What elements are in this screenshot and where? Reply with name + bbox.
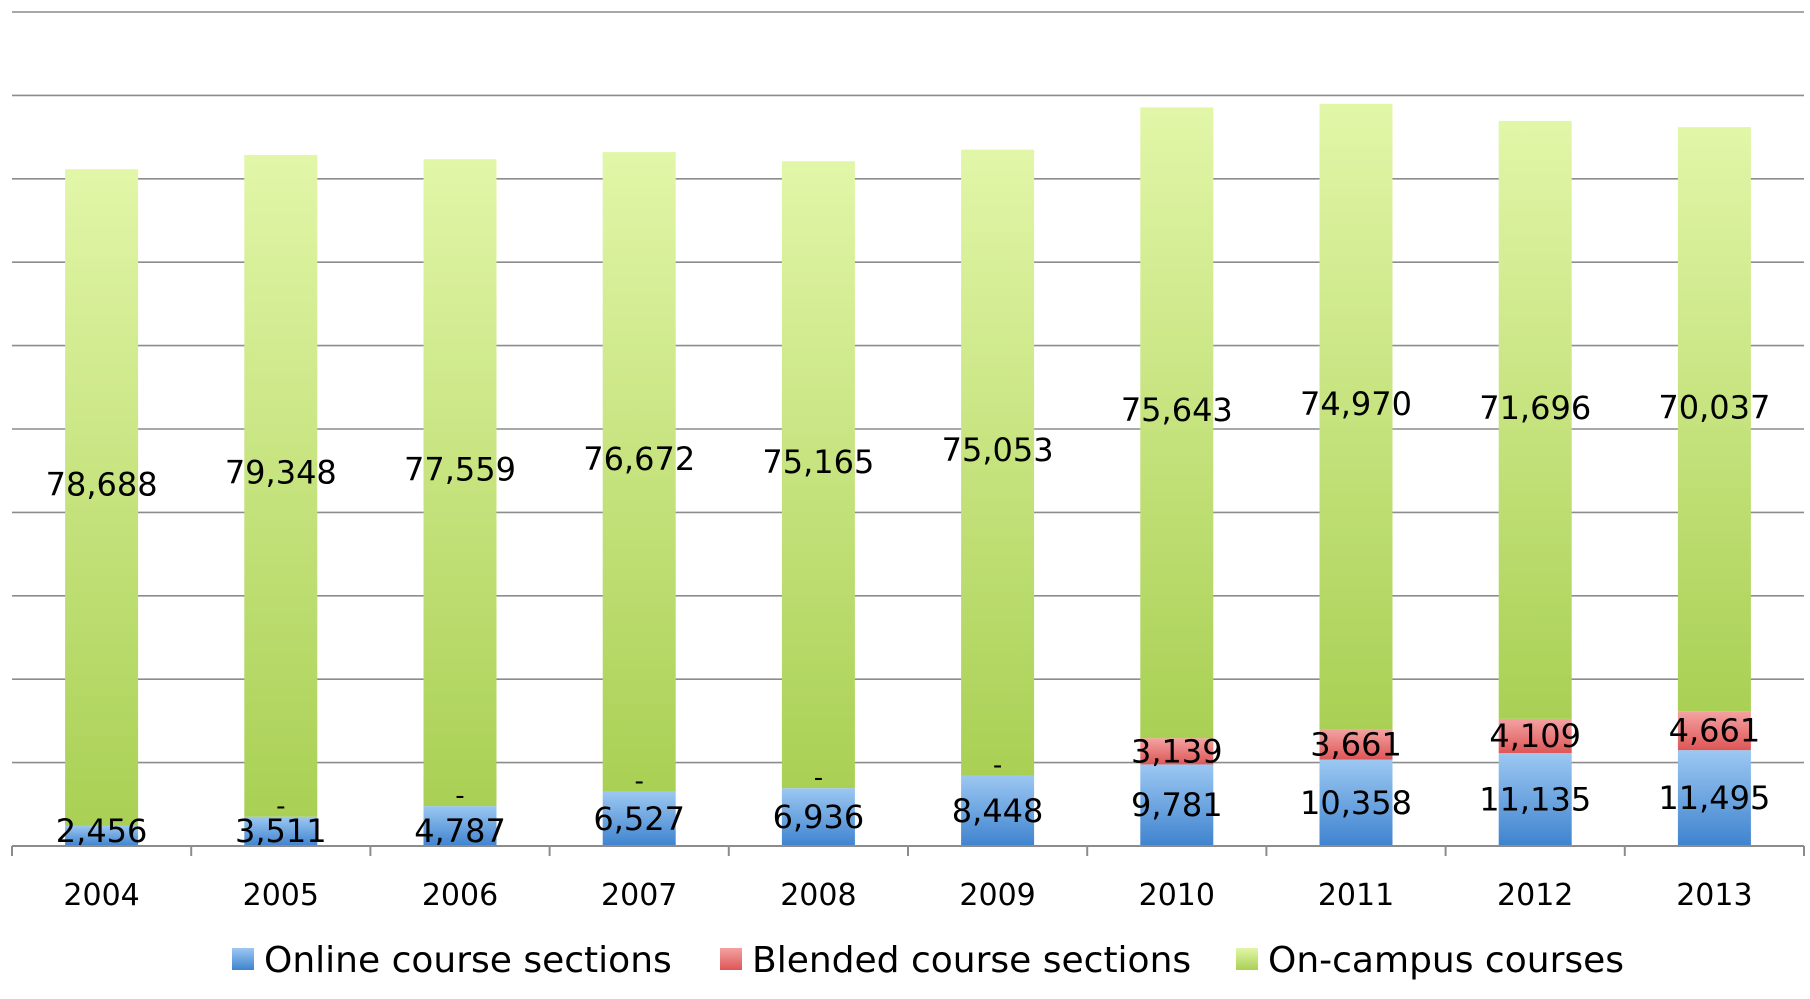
data-labels: 2,45678,6883,511-79,3484,787-77,5596,527… <box>46 385 1771 850</box>
data-label-online-course-sections-2013: 11,495 <box>1658 779 1770 817</box>
x-tick-label: 2012 <box>1497 878 1573 913</box>
bar-blended-course-sections-2013 <box>1677 711 1751 751</box>
data-label-blended-course-sections-2010: 3,139 <box>1131 732 1223 770</box>
bar-blended-course-sections-2011 <box>1319 729 1393 760</box>
bar-on-campus-courses-2011 <box>1319 103 1393 730</box>
data-label-blended-course-sections-2009: - <box>993 751 1002 781</box>
data-label-blended-course-sections-2005: - <box>276 792 285 822</box>
data-label-on-campus-courses-2005: 79,348 <box>225 454 337 492</box>
data-label-on-campus-courses-2010: 75,643 <box>1121 391 1233 429</box>
legend-swatch <box>1236 948 1258 970</box>
data-label-blended-course-sections-2007: - <box>635 767 644 797</box>
data-label-on-campus-courses-2004: 78,688 <box>46 465 158 503</box>
legend-swatch <box>720 948 742 970</box>
data-label-on-campus-courses-2011: 74,970 <box>1300 385 1412 423</box>
bar-online-course-sections-2012 <box>1498 753 1572 846</box>
x-axis: 2004 2005 2006 2007 2008 2009 2010 2011 2012 2013 <box>11 845 1805 913</box>
data-label-online-course-sections-2004: 2,456 <box>56 812 148 850</box>
x-tick-label: 2011 <box>1318 878 1394 913</box>
data-label-blended-course-sections-2006: - <box>455 781 464 811</box>
x-tick-label: 2010 <box>1139 878 1215 913</box>
bar-blended-course-sections-2012 <box>1498 718 1572 754</box>
bar-on-campus-courses-2013 <box>1677 127 1751 712</box>
legend: Online course sections Blended course sec… <box>232 940 1624 981</box>
data-label-blended-course-sections-2012: 4,109 <box>1489 717 1581 755</box>
data-label-online-course-sections-2008: 6,936 <box>773 798 865 836</box>
bar-on-campus-courses-2006 <box>423 159 497 807</box>
bars <box>65 103 1751 846</box>
data-label-online-course-sections-2011: 10,358 <box>1300 784 1412 822</box>
bar-online-course-sections-2008 <box>781 788 855 846</box>
bar-on-campus-courses-2004 <box>65 169 139 826</box>
legend-item-blended-course-sections: Blended course sections <box>720 940 1191 981</box>
data-label-blended-course-sections-2013: 4,661 <box>1669 712 1761 750</box>
bar-online-course-sections-2005 <box>244 816 318 846</box>
data-label-online-course-sections-2012: 11,135 <box>1479 781 1591 819</box>
data-label-on-campus-courses-2013: 70,037 <box>1658 389 1770 427</box>
data-label-online-course-sections-2005: 3,511 <box>235 812 327 850</box>
data-label-blended-course-sections-2011: 3,661 <box>1310 725 1402 763</box>
bar-on-campus-courses-2007 <box>602 152 676 792</box>
x-tick-label: 2004 <box>63 878 139 913</box>
bar-on-campus-courses-2012 <box>1498 120 1572 719</box>
data-label-blended-course-sections-2008: - <box>814 763 823 793</box>
bar-online-course-sections-2004 <box>65 825 139 846</box>
bar-online-course-sections-2010 <box>1140 764 1214 846</box>
bar-on-campus-courses-2005 <box>244 154 318 817</box>
x-tick-label: 2009 <box>959 878 1035 913</box>
bar-blended-course-sections-2010 <box>1140 738 1214 765</box>
data-label-on-campus-courses-2012: 71,696 <box>1479 389 1591 427</box>
bar-on-campus-courses-2008 <box>781 161 855 789</box>
data-label-online-course-sections-2006: 4,787 <box>414 812 506 850</box>
bar-on-campus-courses-2009 <box>961 149 1035 776</box>
data-label-online-course-sections-2010: 9,781 <box>1131 786 1223 824</box>
data-label-on-campus-courses-2006: 77,559 <box>404 451 516 489</box>
data-label-online-course-sections-2009: 8,448 <box>952 792 1044 830</box>
legend-label: On-campus courses <box>1268 940 1624 981</box>
legend-item-online-course-sections: Online course sections <box>232 940 672 981</box>
legend-item-on-campus-courses: On-campus courses <box>1236 940 1624 981</box>
x-tick-label: 2013 <box>1676 878 1752 913</box>
x-tick-label: 2008 <box>780 878 856 913</box>
legend-label: Blended course sections <box>752 940 1191 981</box>
data-label-online-course-sections-2007: 6,527 <box>593 800 685 838</box>
data-label-on-campus-courses-2009: 75,053 <box>942 431 1054 469</box>
bar-online-course-sections-2006 <box>423 806 497 846</box>
data-label-on-campus-courses-2007: 76,672 <box>583 440 695 478</box>
legend-label: Online course sections <box>264 940 672 981</box>
bar-online-course-sections-2009 <box>961 775 1035 846</box>
bar-on-campus-courses-2010 <box>1140 107 1214 739</box>
x-tick-label: 2006 <box>422 878 498 913</box>
x-tick-label: 2005 <box>243 878 319 913</box>
legend-swatch <box>232 948 254 970</box>
data-label-on-campus-courses-2008: 75,165 <box>762 443 874 481</box>
x-tick-label: 2007 <box>601 878 677 913</box>
bar-online-course-sections-2013 <box>1677 750 1751 846</box>
bar-online-course-sections-2011 <box>1319 759 1393 846</box>
bar-online-course-sections-2007 <box>602 791 676 846</box>
